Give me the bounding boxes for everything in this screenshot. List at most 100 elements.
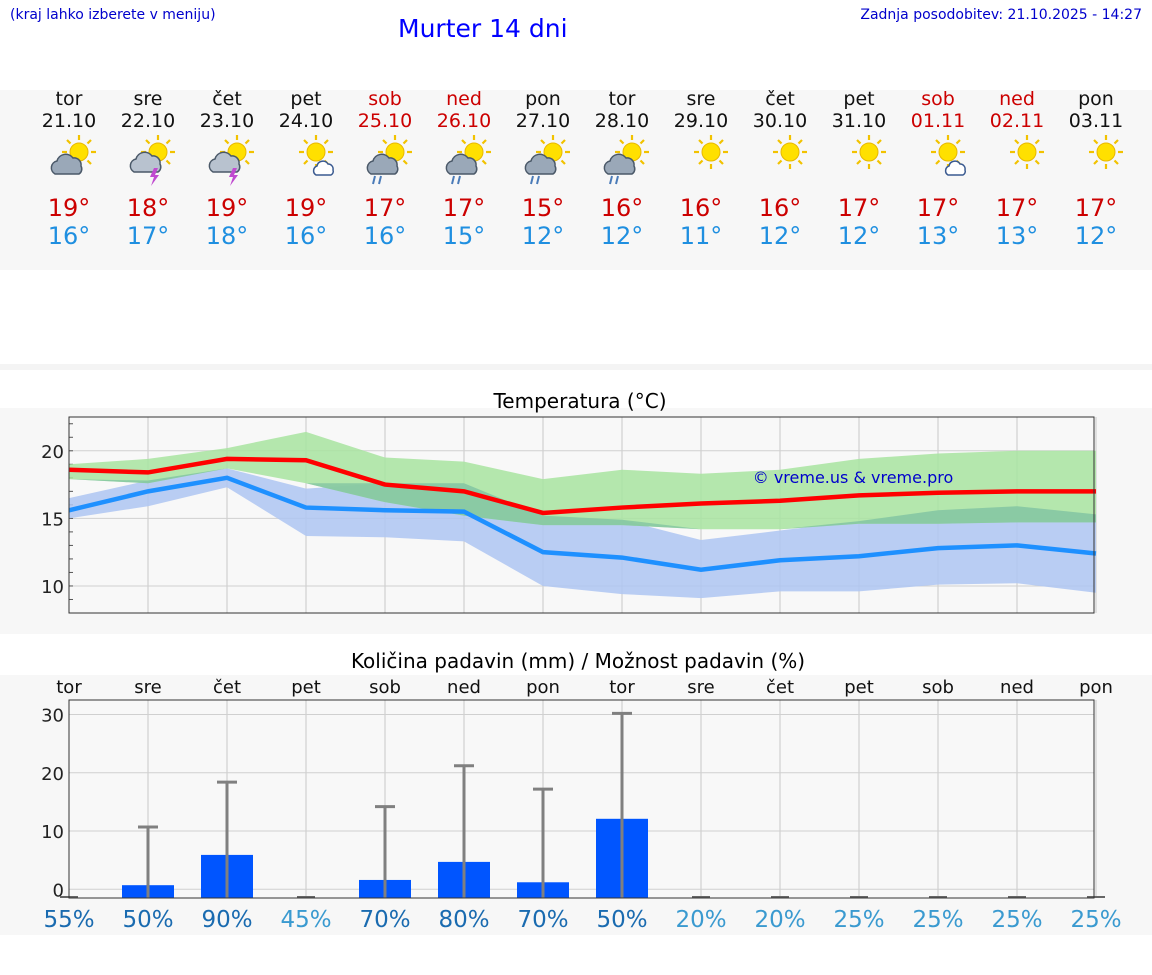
max-temp: 19°	[205, 194, 249, 222]
min-temp: 13°	[916, 222, 960, 250]
precip-chance-label: 50%	[122, 907, 173, 933]
min-temp: 15°	[442, 222, 486, 250]
day-forecast: čet 23.10 19° 18°	[187, 88, 267, 250]
day-forecast: pet 24.10 19° 16°	[266, 88, 346, 250]
day-date: 02.11	[989, 110, 1045, 132]
day-name: sre	[686, 88, 716, 110]
x-day-label: tor	[609, 677, 635, 698]
precipitation-chart: Količina padavin (mm) / Možnost padavin …	[41, 649, 1121, 933]
sun-cloud-rain-icon	[519, 134, 573, 185]
day-date: 23.10	[199, 110, 255, 132]
x-day-label: ned	[1000, 677, 1034, 698]
day-forecast: pon 27.10 15° 12°	[503, 88, 583, 250]
watermark: © vreme.us & vreme.pro	[753, 468, 954, 487]
precip-chance-label: 50%	[596, 907, 647, 933]
max-temp: 17°	[442, 194, 486, 222]
day-name: sob	[368, 88, 402, 110]
precip-chance-label: 20%	[754, 907, 805, 933]
sun-icon	[835, 134, 889, 184]
min-temp: 18°	[205, 222, 249, 250]
temperature-chart: Temperatura (°C) 10 15 20 © vreme.us & vreme…	[41, 389, 1097, 614]
day-forecast: ned 02.11 17° 13°	[977, 88, 1057, 250]
precip-chance-label: 25%	[991, 907, 1042, 933]
min-temp: 17°	[126, 222, 170, 250]
sun-small-cloud-icon	[914, 134, 968, 184]
precip-chance-label: 90%	[201, 907, 252, 933]
sun-thunder-icon	[203, 134, 257, 186]
day-date: 31.10	[831, 110, 887, 132]
x-day-label: sob	[922, 677, 954, 698]
min-temp: 12°	[837, 222, 881, 250]
day-date: 30.10	[752, 110, 808, 132]
x-day-label: ned	[447, 677, 481, 698]
day-forecast: ned 26.10 17° 15°	[424, 88, 504, 250]
day-date: 21.10	[41, 110, 97, 132]
x-day-label: pon	[1079, 677, 1113, 698]
precip-chance-label: 70%	[517, 907, 568, 933]
sun-cloud-rain-icon	[598, 134, 652, 185]
divider	[0, 364, 1152, 370]
location-menu-hint[interactable]: (kraj lahko izberete v meniju)	[10, 7, 216, 23]
day-forecast: tor 28.10 16° 12°	[582, 88, 662, 250]
x-day-label: pet	[844, 677, 874, 698]
day-date: 26.10	[436, 110, 492, 132]
y-tick-label: 10	[41, 577, 64, 598]
precip-chance-label: 80%	[438, 907, 489, 933]
y-tick-label: 15	[41, 509, 64, 530]
day-forecast: pon 03.11 17° 12°	[1056, 88, 1136, 250]
day-forecast: sob 01.11 17° 13°	[898, 88, 978, 250]
max-temp: 18°	[126, 194, 170, 222]
precip-chance-label: 55%	[43, 907, 94, 933]
y-tick-label: 10	[41, 822, 64, 843]
min-temp: 12°	[1074, 222, 1118, 250]
max-temp: 19°	[47, 194, 91, 222]
x-day-label: sre	[687, 677, 714, 698]
x-day-label: sob	[369, 677, 401, 698]
sun-icon	[677, 134, 731, 184]
day-name: pon	[1078, 88, 1114, 110]
max-temp: 17°	[916, 194, 960, 222]
precip-chance-label: 45%	[280, 907, 331, 933]
sun-cloud-icon	[45, 134, 99, 184]
day-date: 27.10	[515, 110, 571, 132]
min-temp: 12°	[758, 222, 802, 250]
sun-thunder-icon	[124, 134, 178, 186]
precip-chance-label: 25%	[1070, 907, 1121, 933]
x-day-label: sre	[134, 677, 161, 698]
page-title: Murter 14 dni	[398, 14, 568, 43]
y-tick-label: 30	[41, 706, 64, 727]
day-name: ned	[999, 88, 1035, 110]
min-temp-line	[68, 475, 1097, 573]
day-date: 24.10	[278, 110, 334, 132]
day-date: 29.10	[673, 110, 729, 132]
day-forecast: sre 22.10 18° 17°	[108, 88, 188, 250]
sun-cloud-rain-icon	[440, 134, 494, 185]
sun-cloud-rain-icon	[361, 134, 415, 185]
day-forecast: pet 31.10 17° 12°	[819, 88, 899, 250]
day-name: čet	[212, 88, 242, 110]
day-forecast: čet 30.10 16° 12°	[740, 88, 820, 250]
day-forecast: sob 25.10 17° 16°	[345, 88, 425, 250]
day-name: sre	[133, 88, 163, 110]
forecast-strip	[0, 90, 1152, 270]
max-temp: 17°	[837, 194, 881, 222]
day-date: 01.11	[910, 110, 966, 132]
max-temp-range-band	[69, 431, 1096, 530]
y-tick-label: 20	[41, 442, 64, 463]
chart-title: Količina padavin (mm) / Možnost padavin …	[351, 649, 805, 673]
day-forecast: sre 29.10 16° 11°	[661, 88, 741, 250]
day-forecast: tor 21.10 19° 16°	[29, 88, 109, 250]
min-temp: 12°	[600, 222, 644, 250]
day-date: 25.10	[357, 110, 413, 132]
sun-icon	[993, 134, 1047, 184]
min-temp: 12°	[521, 222, 565, 250]
day-name: pet	[290, 88, 322, 110]
max-temp: 16°	[758, 194, 802, 222]
min-temp: 16°	[47, 222, 91, 250]
min-temp: 13°	[995, 222, 1039, 250]
max-temp: 17°	[995, 194, 1039, 222]
y-tick-label: 20	[41, 764, 64, 785]
day-name: pon	[525, 88, 561, 110]
day-date: 28.10	[594, 110, 650, 132]
sun-icon	[756, 134, 810, 184]
